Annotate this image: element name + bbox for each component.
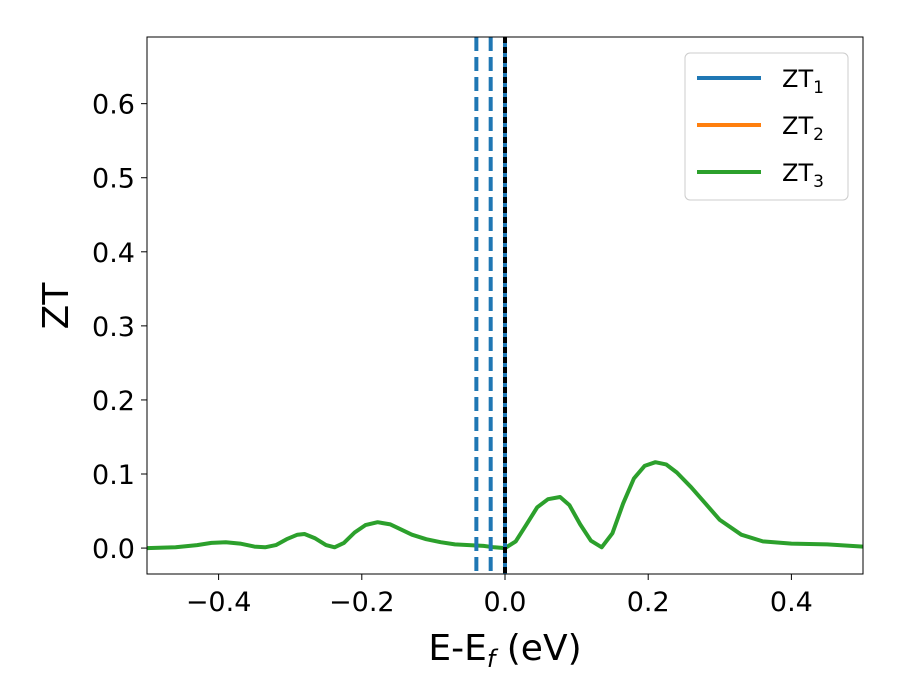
y-tick-label: 0.0 bbox=[92, 534, 135, 565]
x-axis: −0.4 −0.2 0.0 0.2 0.4 bbox=[186, 574, 813, 618]
y-tick-label: 0.6 bbox=[92, 90, 135, 121]
y-axis-label: ZT bbox=[36, 282, 77, 330]
y-tick-label: 0.1 bbox=[92, 460, 135, 491]
plot-area bbox=[147, 37, 863, 574]
series-line-1 bbox=[147, 460, 863, 551]
y-tick-label: 0.3 bbox=[92, 312, 135, 343]
legend-label: ZT2 bbox=[782, 112, 824, 145]
y-tick-label: 0.2 bbox=[92, 386, 135, 417]
legend-box bbox=[684, 52, 849, 201]
y-tick-label: 0.5 bbox=[92, 164, 135, 195]
legend: ZT1 ZT2 ZT3 bbox=[684, 52, 849, 201]
x-tick-label: −0.2 bbox=[329, 587, 395, 618]
y-tick-label: 0.4 bbox=[92, 238, 135, 269]
x-tick-label: −0.4 bbox=[186, 587, 252, 618]
legend-label: ZT3 bbox=[782, 159, 824, 192]
x-axis-label: E-Ef (eV) bbox=[428, 628, 581, 673]
x-tick-label: 0.0 bbox=[484, 587, 527, 618]
y-axis: 0.0 0.1 0.2 0.3 0.4 0.5 0.6 bbox=[92, 90, 147, 565]
legend-label: ZT1 bbox=[782, 65, 824, 98]
x-tick-label: 0.2 bbox=[627, 587, 670, 618]
x-tick-label: 0.4 bbox=[770, 587, 813, 618]
